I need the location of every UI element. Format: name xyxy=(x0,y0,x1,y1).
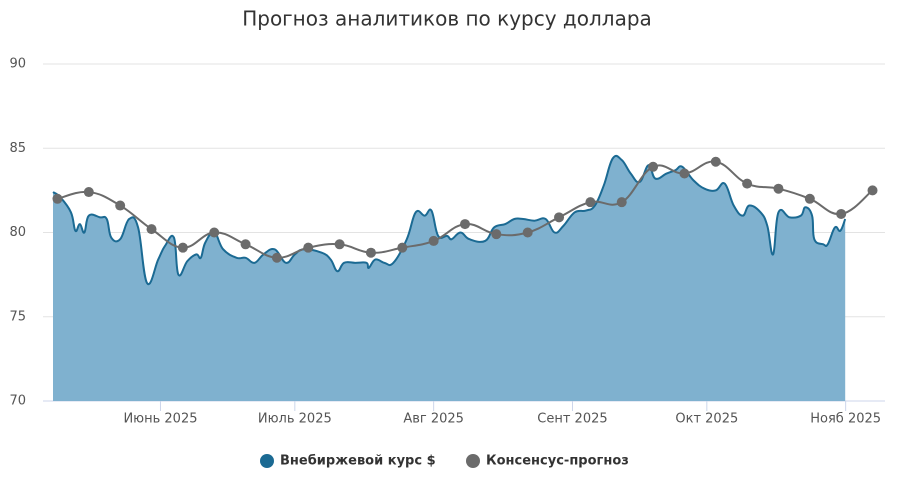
marker xyxy=(177,242,188,253)
x-tick-label: Июнь 2025 xyxy=(123,412,197,427)
marker xyxy=(648,161,659,172)
marker xyxy=(146,224,157,235)
marker xyxy=(836,208,847,219)
marker xyxy=(867,185,878,196)
x-tick-label: Окт 2025 xyxy=(675,412,738,427)
legend-label: Внебиржевой курс $ xyxy=(280,454,436,469)
marker xyxy=(397,242,408,253)
y-tick-label: 90 xyxy=(9,57,26,72)
marker xyxy=(491,229,502,240)
marker xyxy=(616,197,627,208)
marker xyxy=(334,239,345,250)
marker xyxy=(554,212,565,223)
marker xyxy=(679,168,690,179)
area-line xyxy=(52,154,847,286)
x-tick-label: Июль 2025 xyxy=(258,412,332,427)
area xyxy=(53,155,846,401)
marker xyxy=(773,183,784,194)
y-tick-label: 80 xyxy=(9,225,26,240)
y-tick-label: 85 xyxy=(9,141,26,156)
legend-marker xyxy=(466,454,480,468)
marker xyxy=(365,247,376,258)
marker xyxy=(240,239,251,250)
marker xyxy=(115,200,126,211)
chart-title: Прогноз аналитиков по курсу доллара xyxy=(242,7,652,31)
y-tick-label: 75 xyxy=(9,309,26,324)
legend-label: Консенсус-прогноз xyxy=(486,454,629,469)
marker xyxy=(209,227,220,238)
marker xyxy=(804,193,815,204)
y-tick-label: 70 xyxy=(9,394,26,409)
marker xyxy=(585,197,596,208)
x-tick-label: Сент 2025 xyxy=(537,412,607,427)
marker xyxy=(710,156,721,167)
marker xyxy=(83,187,94,198)
x-tick-label: Нояб 2025 xyxy=(810,412,881,427)
marker xyxy=(428,235,439,246)
marker xyxy=(742,178,753,189)
x-tick-label: Авг 2025 xyxy=(403,412,464,427)
legend-marker xyxy=(260,454,274,468)
marker xyxy=(460,219,470,230)
marker xyxy=(271,252,282,263)
marker xyxy=(522,227,533,238)
marker xyxy=(52,193,63,204)
marker xyxy=(303,242,314,253)
